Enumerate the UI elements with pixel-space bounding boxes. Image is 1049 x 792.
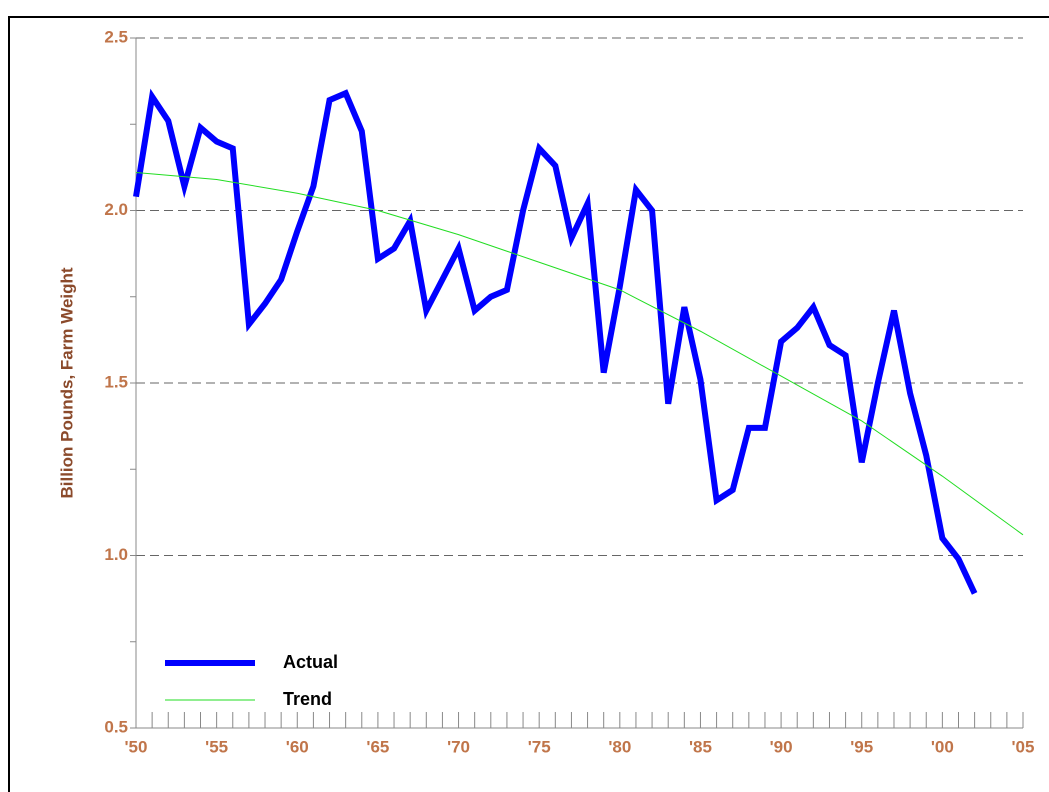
x-tick-label: '95: [850, 737, 873, 756]
x-tick-label: '65: [366, 737, 389, 756]
x-tick-label: '90: [770, 737, 793, 756]
y-tick-label: 0.5: [104, 717, 128, 736]
y-tick-label: 1.0: [104, 545, 128, 564]
legend-label: Trend: [283, 689, 332, 709]
x-tick-label: '75: [528, 737, 551, 756]
legend-label: Actual: [283, 652, 338, 672]
y-tick-label: 2.5: [104, 27, 128, 46]
series-line: [135, 172, 1024, 536]
x-tick-label: '55: [205, 737, 228, 756]
series-line: [133, 88, 978, 595]
x-tick-label: '70: [447, 737, 470, 756]
x-tick-label: '85: [689, 737, 712, 756]
y-tick-label: 1.5: [104, 372, 128, 391]
y-tick-label: 2.0: [104, 200, 128, 219]
x-tick-label: '60: [286, 737, 309, 756]
y-axis-label: Billion Pounds, Farm Weight: [57, 267, 76, 498]
x-tick-label: '50: [125, 737, 148, 756]
x-tick-label: '00: [931, 737, 954, 756]
x-tick-label: '05: [1012, 737, 1035, 756]
x-tick-label: '80: [608, 737, 631, 756]
